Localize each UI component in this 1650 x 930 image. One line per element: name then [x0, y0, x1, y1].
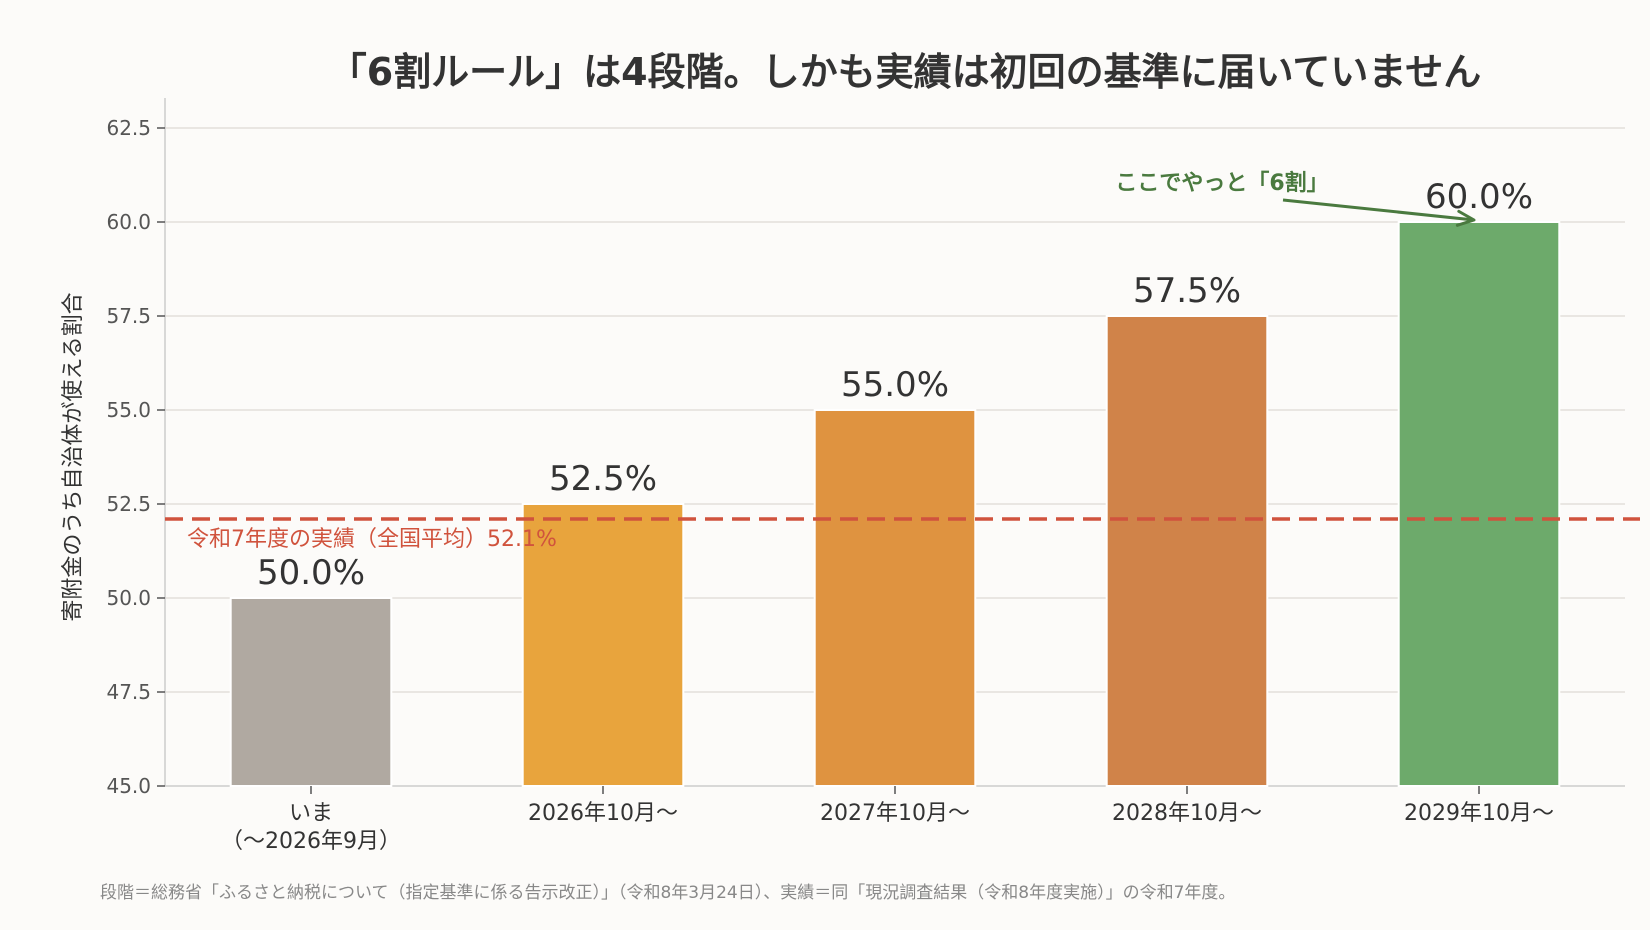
- x-tick-label: いま: [289, 801, 333, 826]
- callout-arrow-line: [1282, 198, 1475, 222]
- y-tick-label: 45.0: [106, 774, 151, 798]
- data-label: 57.5%: [1133, 271, 1241, 311]
- y-tick-label: 62.5: [106, 116, 151, 140]
- x-tick-label: 2028年10月〜: [1112, 801, 1262, 826]
- source-note: 段階＝総務省「ふるさと納税について（指定基準に係る告示改正）」（令和8年3月24…: [100, 883, 1235, 903]
- bars: [229, 221, 1561, 787]
- reference-line-label: 令和7年度の実績（全国平均）52.1%: [187, 527, 557, 552]
- chart-title: 「6割ルール」は4段階。しかも実績は初回の基準に届いていません: [329, 50, 1482, 94]
- x-tick-label: 2029年10月〜: [1404, 801, 1554, 826]
- y-tick-label: 50.0: [106, 586, 151, 610]
- value-labels: 50.0% 52.5% 55.0% 57.5% 60.0%: [257, 177, 1533, 593]
- x-tick-label: （〜2026年9月）: [221, 829, 401, 854]
- y-axis-label: 寄附金のうち自治体が使える割合: [61, 292, 86, 621]
- bar: [229, 597, 393, 787]
- callout-arrow-head: [1455, 209, 1476, 227]
- y-tick-label: 52.5: [106, 492, 151, 516]
- data-label: 55.0%: [841, 365, 949, 405]
- y-tick-label: 47.5: [106, 680, 151, 704]
- bar: [1105, 315, 1269, 787]
- x-axis-ticks: いま （〜2026年9月） 2026年10月〜 2027年10月〜 2028年10月〜 2…: [221, 786, 1554, 854]
- data-label: 52.5%: [549, 459, 657, 499]
- y-tick-label: 55.0: [106, 398, 151, 422]
- data-label: 50.0%: [257, 553, 365, 593]
- reference-line-group: 令和7年度の実績（全国平均）52.1%: [165, 517, 1640, 552]
- x-tick-label: 2027年10月〜: [820, 801, 970, 826]
- x-tick-label: 2026年10月〜: [528, 801, 678, 826]
- y-tick-label: 57.5: [106, 304, 151, 328]
- data-label: 60.0%: [1425, 177, 1533, 217]
- bar: [521, 503, 685, 787]
- y-tick-label: 60.0: [106, 210, 151, 234]
- bar: [813, 409, 977, 787]
- chart-title-text: 「6割ルール」は4段階。しかも実績は初回の基準に届いていません: [329, 50, 1482, 94]
- callout-text: ここでやっと「6割」: [1115, 170, 1328, 196]
- y-axis-ticks: 45.0 47.5 50.0 52.5 55.0 57.5 60.0 62.5: [106, 116, 165, 798]
- bar: [1397, 221, 1561, 787]
- callout-annotation: ここでやっと「6割」: [1115, 170, 1476, 227]
